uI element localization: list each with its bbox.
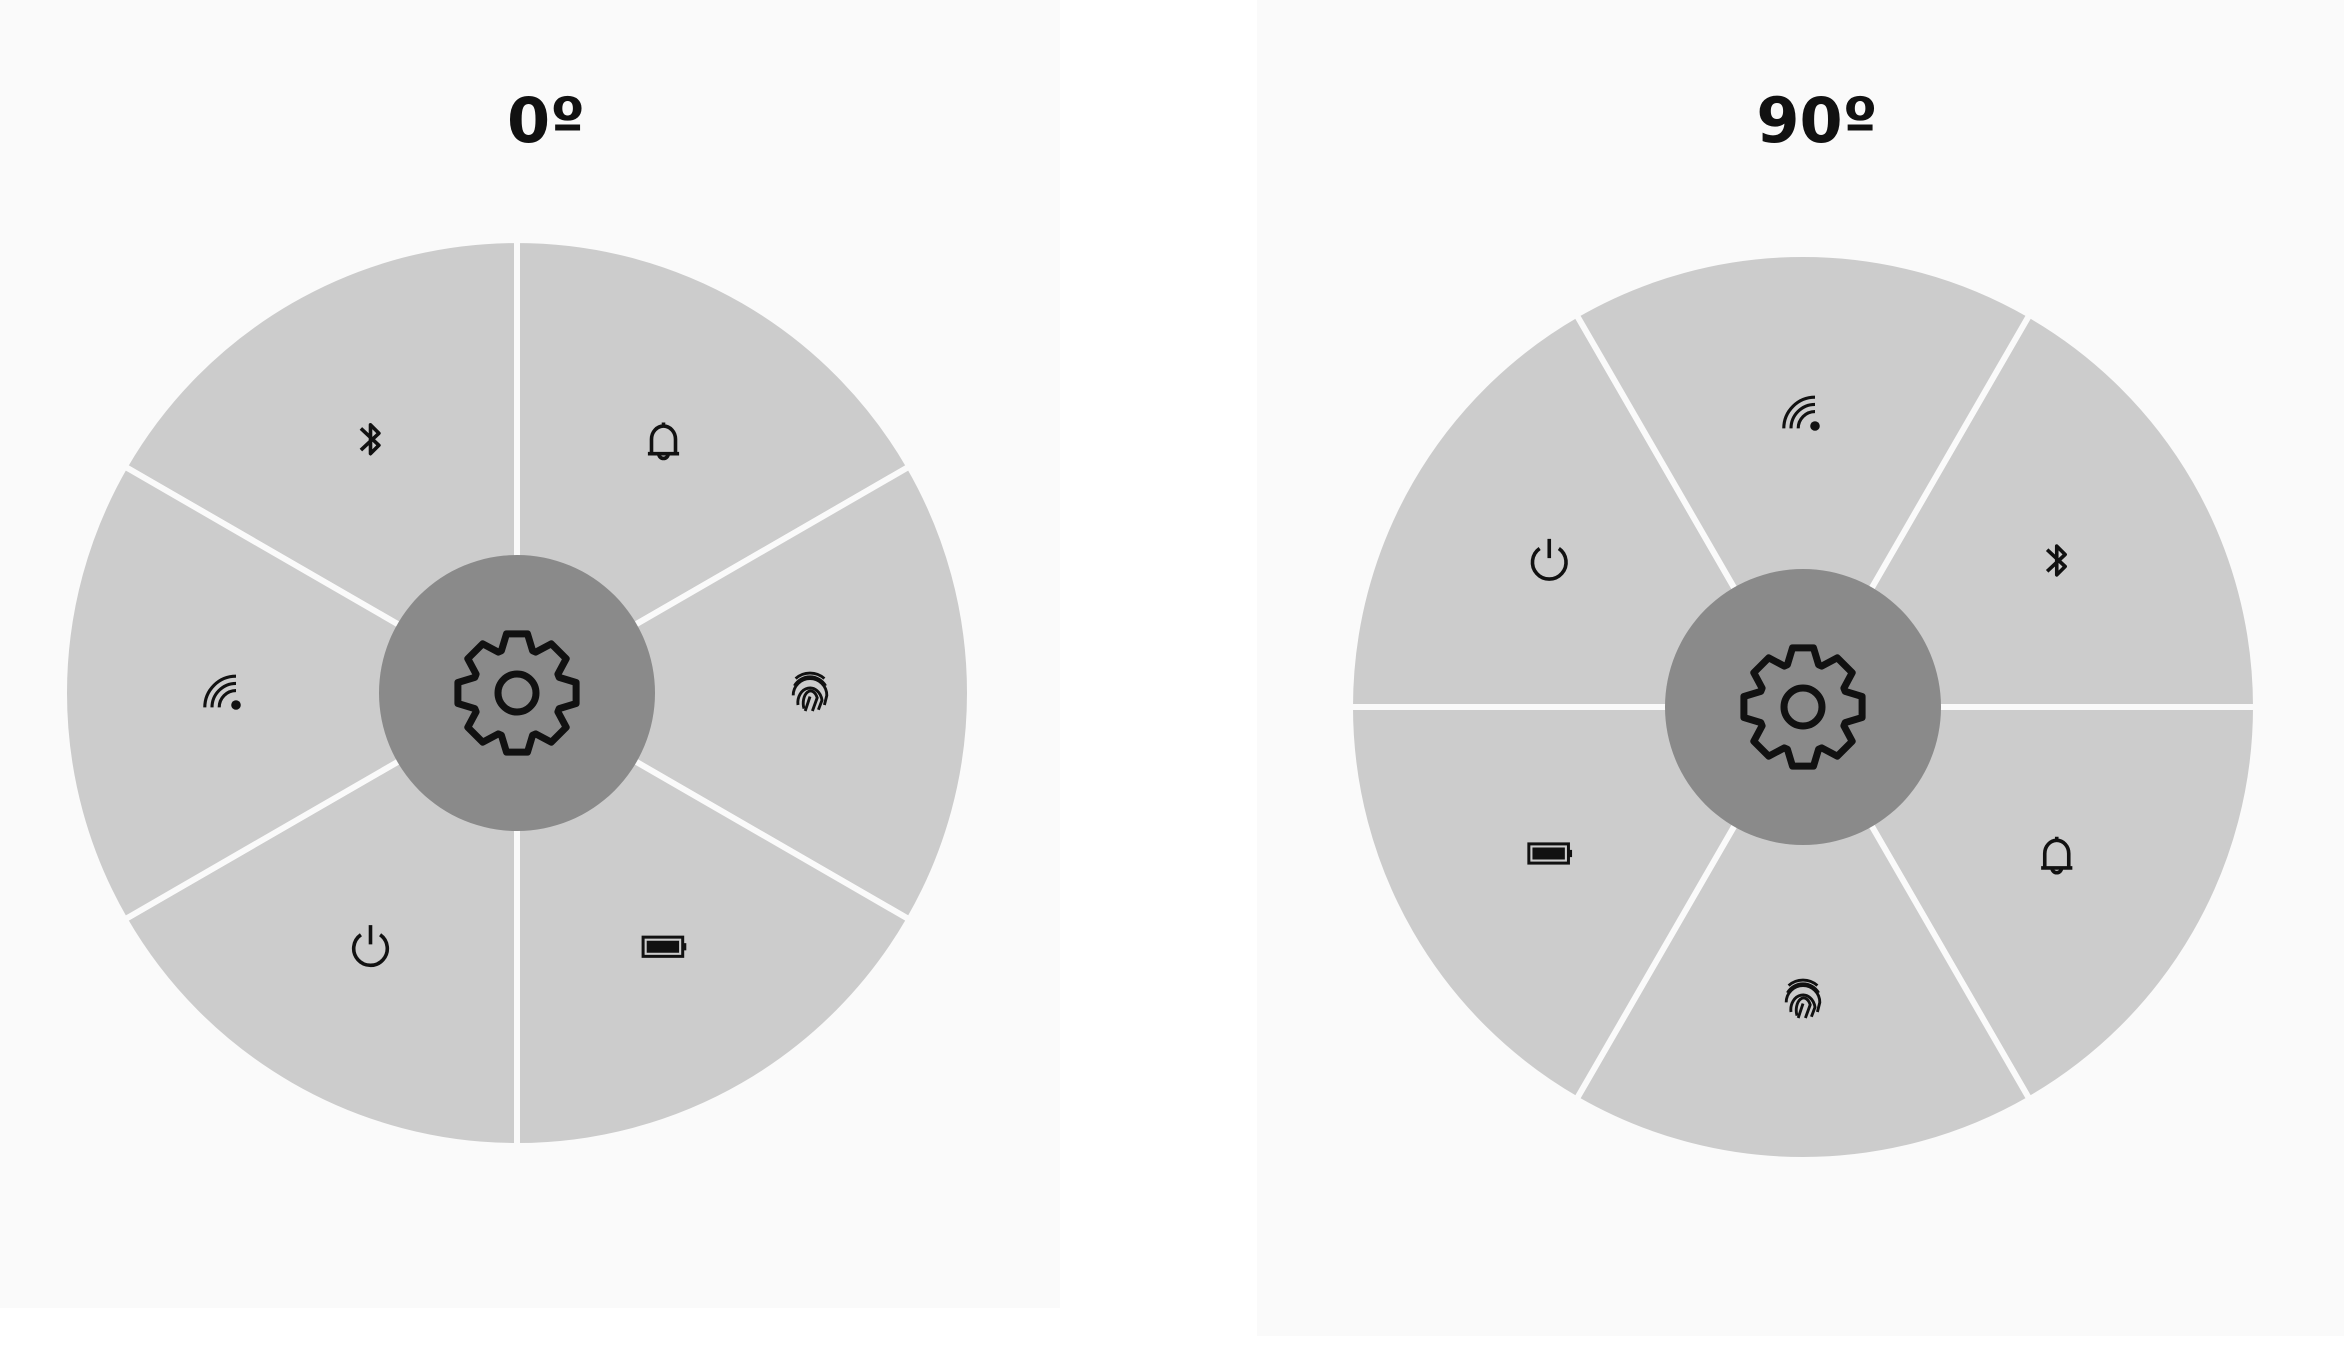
menu-icon [1527, 842, 1573, 865]
panel-title: 90º [1756, 84, 1877, 157]
menu-segment [510, 462, 973, 924]
wifi-dot [231, 700, 241, 710]
bell-icon [647, 422, 680, 461]
menu-segment [1572, 251, 2034, 714]
menu-segment [1797, 704, 2260, 1104]
menu-icon [1784, 978, 1822, 1019]
wifi-icon [1782, 395, 1816, 429]
menu-icon [359, 423, 381, 456]
power-icon [1530, 538, 1568, 581]
menu-segment [514, 687, 914, 1150]
menu-segment [61, 462, 524, 924]
menu-icon [2041, 836, 2073, 875]
bluetooth-icon [2045, 544, 2067, 577]
radial-menu [61, 236, 973, 1150]
menu-icon [641, 935, 687, 958]
gear-hole [1780, 684, 1826, 730]
battery-tip [1568, 849, 1573, 858]
fingerprint-icon [791, 671, 829, 712]
settings-gear [1740, 644, 1866, 770]
wifi-icon [203, 674, 237, 708]
menu-icon [1530, 538, 1568, 581]
battery-level [646, 940, 680, 953]
wifi-dot [1810, 421, 1820, 431]
menu-segment [120, 236, 520, 699]
menu-segment [1572, 700, 2034, 1163]
radial-menu [1346, 251, 2260, 1163]
battery-level [1532, 847, 1565, 860]
power-icon [351, 925, 390, 968]
settings-gear [454, 630, 580, 756]
center-button [379, 555, 655, 831]
center-button [1665, 569, 1941, 845]
menu-icon [351, 925, 390, 968]
fingerprint-icon [1784, 978, 1822, 1019]
bell-icon [2041, 836, 2073, 875]
menu-segment [1346, 310, 1809, 710]
menu-segment [120, 687, 520, 1150]
menu-segment [1346, 704, 1809, 1104]
menu-segment [514, 236, 914, 699]
menu-icon [647, 422, 680, 461]
battery-tip [682, 943, 687, 951]
panel-title: 0º [507, 84, 585, 157]
menu-segment [1797, 310, 2260, 710]
menu-icon [2045, 544, 2067, 577]
bluetooth-icon [359, 423, 381, 456]
battery-icon [1527, 842, 1570, 865]
gear-hole [494, 670, 540, 716]
menu-icon [203, 674, 241, 710]
menu-icon [1782, 395, 1820, 431]
menu-icon [791, 671, 829, 712]
